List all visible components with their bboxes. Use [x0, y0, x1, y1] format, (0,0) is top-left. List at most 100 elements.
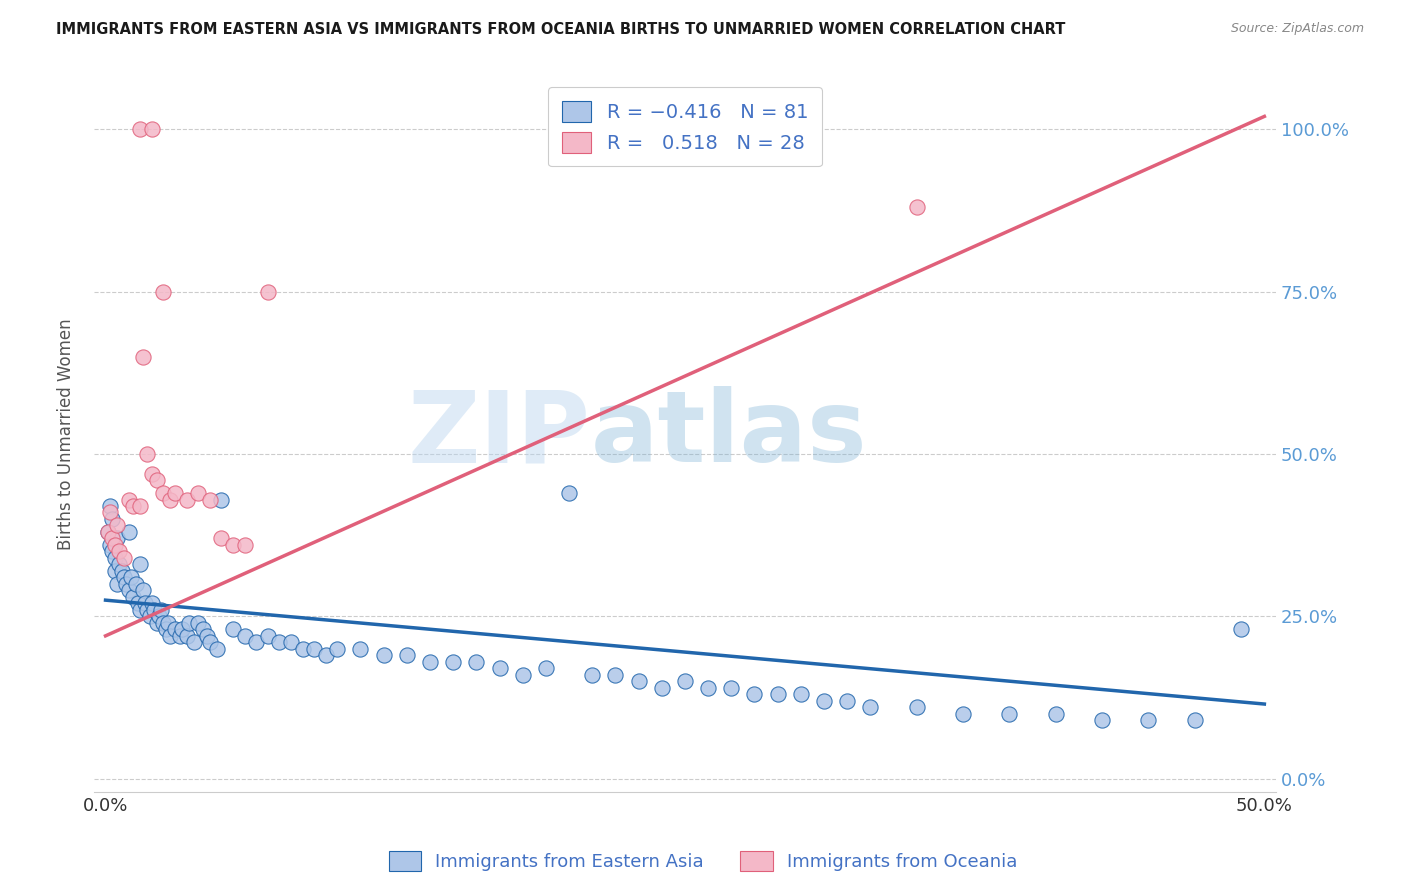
- Point: [302, 641, 325, 656]
- Point: [187, 615, 209, 630]
- Point: [905, 200, 928, 214]
- Point: [720, 681, 742, 695]
- Point: [488, 661, 510, 675]
- Text: ZIP: ZIP: [408, 386, 591, 483]
- Point: [170, 623, 193, 637]
- Point: [118, 583, 141, 598]
- Point: [790, 687, 813, 701]
- Point: [152, 285, 174, 299]
- Point: [129, 499, 152, 513]
- Point: [766, 687, 789, 701]
- Point: [129, 122, 152, 136]
- Point: [1091, 713, 1114, 727]
- Point: [373, 648, 395, 663]
- Point: [105, 518, 128, 533]
- Point: [269, 635, 291, 649]
- Point: [134, 596, 156, 610]
- Point: [998, 706, 1021, 721]
- Point: [191, 623, 214, 637]
- Point: [148, 609, 170, 624]
- Point: [118, 524, 141, 539]
- Point: [101, 544, 124, 558]
- Point: [256, 285, 278, 299]
- Point: [395, 648, 418, 663]
- Point: [651, 681, 673, 695]
- Point: [233, 538, 256, 552]
- Point: [558, 486, 581, 500]
- Point: [101, 532, 124, 546]
- Point: [697, 681, 720, 695]
- Point: [152, 486, 174, 500]
- Point: [105, 532, 128, 546]
- Point: [104, 538, 127, 552]
- Point: [183, 635, 205, 649]
- Point: [1137, 713, 1160, 727]
- Y-axis label: Births to Unmarried Women: Births to Unmarried Women: [58, 318, 75, 550]
- Point: [198, 635, 221, 649]
- Point: [101, 512, 124, 526]
- Point: [159, 492, 181, 507]
- Point: [1045, 706, 1067, 721]
- Point: [605, 668, 627, 682]
- Point: [104, 564, 127, 578]
- Point: [245, 635, 267, 649]
- Point: [813, 694, 835, 708]
- Point: [97, 524, 120, 539]
- Point: [131, 583, 153, 598]
- Point: [222, 623, 245, 637]
- Point: [150, 603, 173, 617]
- Point: [859, 700, 882, 714]
- Point: [138, 609, 160, 624]
- Point: [177, 615, 200, 630]
- Point: [905, 700, 928, 714]
- Point: [136, 447, 159, 461]
- Point: [104, 550, 127, 565]
- Point: [1184, 713, 1206, 727]
- Point: [291, 641, 314, 656]
- Point: [176, 629, 198, 643]
- Point: [108, 544, 131, 558]
- Point: [315, 648, 337, 663]
- Point: [627, 674, 650, 689]
- Point: [157, 615, 180, 630]
- Point: [209, 492, 232, 507]
- Point: [120, 570, 142, 584]
- Point: [187, 486, 209, 500]
- Point: [256, 629, 278, 643]
- Point: [127, 596, 149, 610]
- Point: [122, 590, 145, 604]
- Point: [441, 655, 464, 669]
- Point: [141, 467, 163, 481]
- Point: [512, 668, 534, 682]
- Point: [145, 615, 167, 630]
- Point: [143, 603, 166, 617]
- Point: [197, 629, 219, 643]
- Point: [141, 122, 163, 136]
- Point: [159, 629, 181, 643]
- Point: [465, 655, 488, 669]
- Point: [280, 635, 302, 649]
- Point: [105, 577, 128, 591]
- Point: [198, 492, 221, 507]
- Text: Source: ZipAtlas.com: Source: ZipAtlas.com: [1230, 22, 1364, 36]
- Point: [97, 524, 120, 539]
- Point: [112, 550, 135, 565]
- Point: [111, 564, 134, 578]
- Point: [98, 538, 121, 552]
- Point: [136, 603, 159, 617]
- Point: [581, 668, 603, 682]
- Text: IMMIGRANTS FROM EASTERN ASIA VS IMMIGRANTS FROM OCEANIA BIRTHS TO UNMARRIED WOME: IMMIGRANTS FROM EASTERN ASIA VS IMMIGRAN…: [56, 22, 1066, 37]
- Point: [205, 641, 228, 656]
- Point: [209, 532, 232, 546]
- Point: [837, 694, 859, 708]
- Point: [98, 506, 121, 520]
- Point: [145, 473, 167, 487]
- Point: [165, 486, 187, 500]
- Point: [118, 492, 141, 507]
- Point: [534, 661, 557, 675]
- Point: [129, 558, 152, 572]
- Point: [169, 629, 191, 643]
- Point: [152, 615, 174, 630]
- Point: [952, 706, 974, 721]
- Point: [155, 623, 177, 637]
